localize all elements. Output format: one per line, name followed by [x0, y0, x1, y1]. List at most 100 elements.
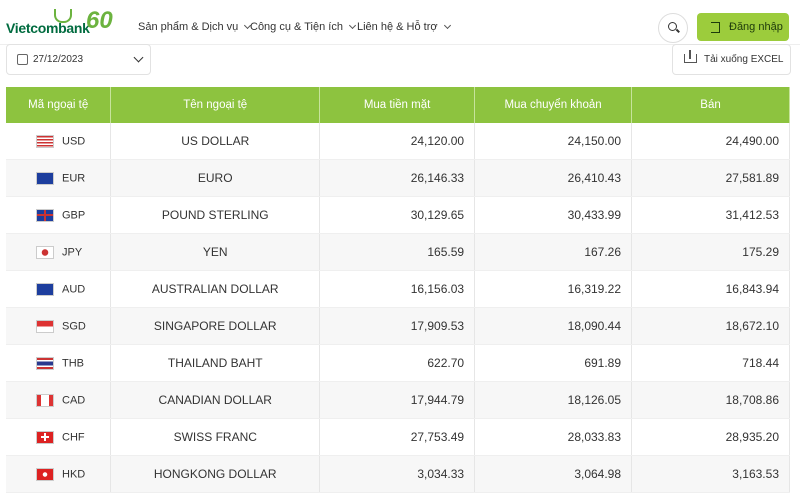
table-row: EUR EURO 26,146.33 26,410.43 27,581.89: [6, 159, 790, 197]
currency-name: THAILAND BAHT: [110, 344, 321, 382]
rate-value: 31,412.53: [631, 196, 790, 234]
flag-icon: [36, 356, 54, 370]
download-button[interactable]: Tải xuống EXCEL: [672, 44, 791, 75]
rate-value: 27,581.89: [631, 159, 790, 197]
table-row: AUD AUSTRALIAN DOLLAR 16,156.03 16,319.22 16…: [6, 270, 790, 308]
currency-code-cell: CHF: [6, 418, 112, 456]
currency-code: CAD: [62, 393, 86, 406]
column-header: Mua chuyển khoản: [474, 87, 633, 123]
header: Vietcombank 60 Sản phẩm & Dịch vụ Công c…: [0, 0, 800, 45]
currency-code: USD: [62, 134, 86, 147]
logo-mark: [54, 9, 72, 23]
flag-icon: [36, 467, 54, 481]
flag-icon: [36, 282, 54, 296]
currency-code: EUR: [62, 171, 86, 184]
rate-value: 16,843.94: [631, 270, 790, 308]
currency-name: EURO: [110, 159, 321, 197]
currency-code-cell: EUR: [6, 159, 112, 197]
rate-value: 18,090.44: [474, 307, 633, 345]
currency-name: YEN: [110, 233, 321, 271]
rate-value: 17,909.53: [319, 307, 476, 345]
currency-code: HKD: [62, 467, 86, 480]
rate-value: 26,146.33: [319, 159, 476, 197]
rate-value: 28,033.83: [474, 418, 633, 456]
rate-value: 3,064.98: [474, 455, 633, 493]
currency-name: CANADIAN DOLLAR: [110, 381, 321, 419]
flag-icon: [36, 430, 54, 444]
currency-code-cell: JPY: [6, 233, 112, 271]
table-row: USD US DOLLAR 24,120.00 24,150.00 24,490.00: [6, 123, 790, 160]
rate-value: 3,163.53: [631, 455, 790, 493]
currency-code-cell: THB: [6, 344, 112, 382]
rate-value: 167.26: [474, 233, 633, 271]
table-row: GBP POUND STERLING 30,129.65 30,433.99 31,41…: [6, 196, 790, 234]
rate-value: 26,410.43: [474, 159, 633, 197]
currency-code-cell: USD: [6, 123, 112, 160]
rate-value: 718.44: [631, 344, 790, 382]
currency-name: US DOLLAR: [110, 123, 321, 160]
rate-value: 24,150.00: [474, 123, 633, 160]
currency-code: THB: [62, 356, 84, 369]
logo[interactable]: Vietcombank: [6, 20, 90, 36]
column-header: Tên ngoại tệ: [110, 87, 321, 123]
table-row: CAD CANADIAN DOLLAR 17,944.79 18,126.05 18,7…: [6, 381, 790, 419]
currency-code: SGD: [62, 319, 86, 332]
rate-value: 622.70: [319, 344, 476, 382]
rate-value: 691.89: [474, 344, 633, 382]
rate-value: 175.29: [631, 233, 790, 271]
date-picker[interactable]: 27/12/2023: [6, 44, 151, 75]
table-row: HKD HONGKONG DOLLAR 3,034.33 3,064.98 3,163.…: [6, 455, 790, 493]
flag-icon: [36, 319, 54, 333]
currency-code: JPY: [62, 245, 83, 258]
rate-value: 30,129.65: [319, 196, 476, 234]
rate-value: 3,034.33: [319, 455, 476, 493]
search-button[interactable]: [658, 13, 688, 43]
nav-item[interactable]: Sản phẩm & Dịch vụ: [138, 21, 250, 33]
currency-code-cell: SGD: [6, 307, 112, 345]
currency-code-cell: HKD: [6, 455, 112, 493]
currency-name: SWISS FRANC: [110, 418, 321, 456]
rate-value: 16,156.03: [319, 270, 476, 308]
currency-name: SINGAPORE DOLLAR: [110, 307, 321, 345]
currency-name: HONGKONG DOLLAR: [110, 455, 321, 493]
nav-item[interactable]: Công cụ & Tiện ích: [250, 21, 355, 33]
table-row: SGD SINGAPORE DOLLAR 17,909.53 18,090.44 18,…: [6, 307, 790, 345]
rate-value: 24,490.00: [631, 123, 790, 160]
nav-item[interactable]: Liên hệ & Hỗ trợ: [357, 21, 450, 33]
column-header: Mã ngoại tệ: [6, 87, 112, 123]
rate-value: 24,120.00: [319, 123, 476, 160]
login-button[interactable]: Đăng nhập: [697, 13, 789, 41]
rate-value: 17,944.79: [319, 381, 476, 419]
currency-code: CHF: [62, 430, 85, 443]
flag-icon: [36, 171, 54, 185]
currency-code: AUD: [62, 282, 86, 295]
rate-value: 18,672.10: [631, 307, 790, 345]
currency-name: POUND STERLING: [110, 196, 321, 234]
currency-code-cell: CAD: [6, 381, 112, 419]
rate-table: Mã ngoại tệ Tên ngoại tệ Mua tiền mặt Mua c…: [6, 87, 790, 493]
header-row: Mã ngoại tệ Tên ngoại tệ Mua tiền mặt Mua c…: [6, 87, 790, 123]
table-row: JPY YEN 165.59 167.26 175.29: [6, 233, 790, 271]
currency-code-cell: GBP: [6, 196, 112, 234]
currency-code: GBP: [62, 208, 86, 221]
table-row: THB THAILAND BAHT 622.70 691.89 718.44: [6, 344, 790, 382]
table-row: CHF SWISS FRANC 27,753.49 28,033.83 28,935.2…: [6, 418, 790, 456]
rate-value: 30,433.99: [474, 196, 633, 234]
rate-value: 27,753.49: [319, 418, 476, 456]
rate-value: 28,935.20: [631, 418, 790, 456]
table-body: USD US DOLLAR 24,120.00 24,150.00 24,490.00 E…: [6, 123, 790, 493]
flag-icon: [36, 134, 54, 148]
column-header: Mua tiền mặt: [319, 87, 476, 123]
flag-icon: [36, 393, 54, 407]
rate-value: 165.59: [319, 233, 476, 271]
currency-code-cell: AUD: [6, 270, 112, 308]
flag-icon: [36, 208, 54, 222]
flag-icon: [36, 245, 54, 259]
currency-name: AUSTRALIAN DOLLAR: [110, 270, 321, 308]
column-header: Bán: [631, 87, 790, 123]
rate-value: 16,319.22: [474, 270, 633, 308]
rate-value: 18,708.86: [631, 381, 790, 419]
rate-value: 18,126.05: [474, 381, 633, 419]
